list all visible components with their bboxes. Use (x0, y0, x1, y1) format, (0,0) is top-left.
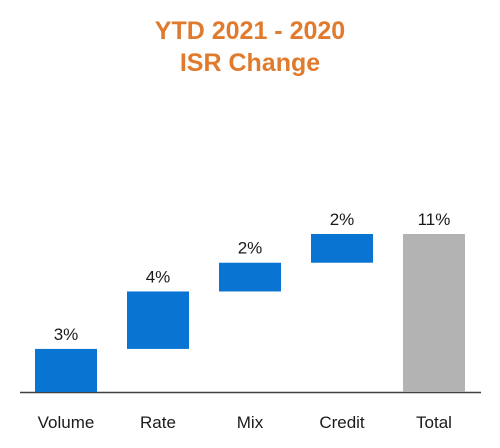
bar-volume (35, 348, 97, 392)
data-label-total: 11% (418, 210, 451, 229)
x-tick-label-credit: Credit (319, 413, 365, 432)
data-label-rate: 4% (146, 267, 171, 286)
chart-title-line-2: ISR Change (179, 49, 321, 77)
bar-mix (219, 262, 281, 292)
data-label-mix: 2% (238, 239, 263, 258)
x-tick-label-total: Total (416, 413, 452, 432)
bar-total (403, 234, 465, 392)
data-label-credit: 2% (330, 210, 355, 229)
bar-rate (127, 291, 189, 349)
x-tick-label-rate: Rate (140, 413, 176, 432)
chart-title-line-1: YTD 2021 - 2020 (154, 17, 346, 45)
data-label-volume: 3% (54, 325, 79, 344)
x-tick-label-mix: Mix (237, 413, 264, 432)
bar-credit (311, 234, 373, 263)
x-tick-label-volume: Volume (38, 413, 95, 432)
